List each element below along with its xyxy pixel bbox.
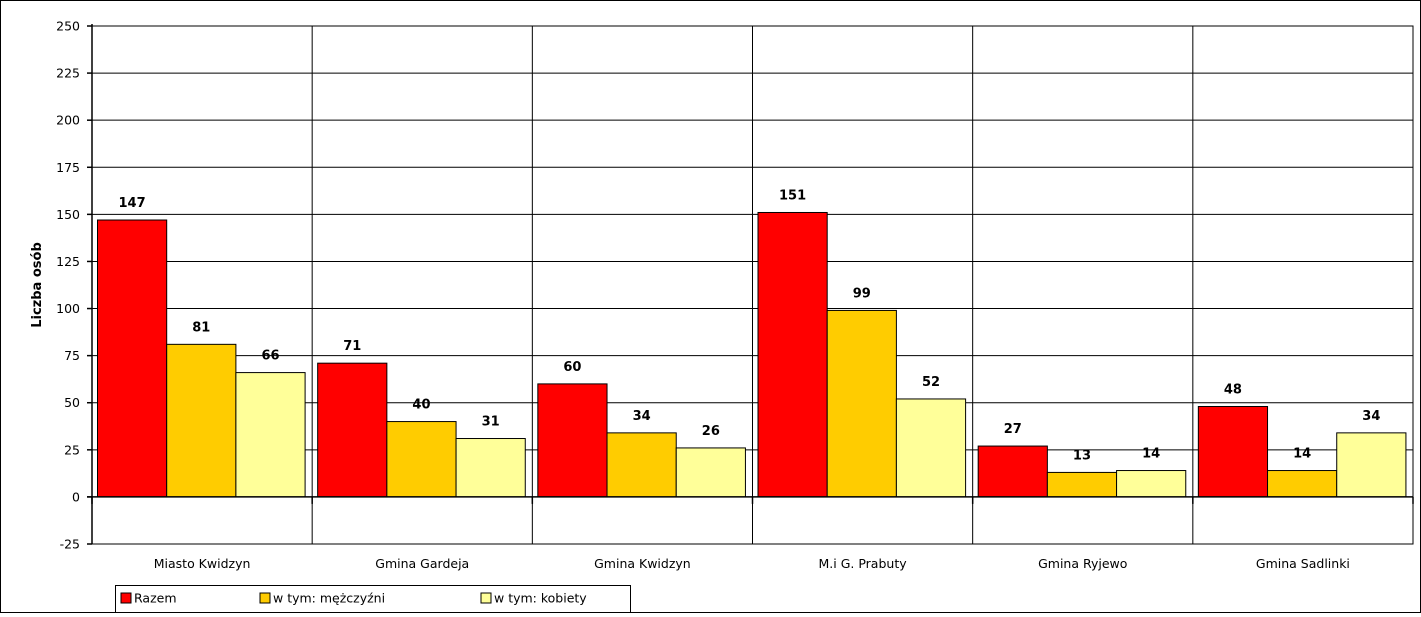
bar: [1046, 471, 1118, 498]
bar: [826, 309, 897, 498]
x-tick-label: Gmina Sadlinki: [1256, 556, 1350, 571]
bar: [1336, 432, 1407, 498]
y-tick-label: 50: [64, 395, 80, 410]
y-tick-label: 250: [56, 19, 80, 34]
data-label: 34: [633, 409, 651, 424]
y-tick-label: 100: [56, 301, 80, 316]
y-tick-label: 25: [64, 442, 80, 457]
legend-swatch: [120, 592, 132, 604]
vertical-gridlines: [311, 26, 1194, 544]
legend: Razem w tym: mężczyźni w tym: kobiety: [115, 585, 631, 613]
bar: [386, 421, 457, 498]
data-labels: 147 81 66 71 40 31 60 34 26 151 99 52 27 13 14 48 14 34: [119, 188, 1381, 463]
data-label: 40: [412, 398, 430, 413]
x-tick-label: Gmina Kwidzyn: [594, 556, 691, 571]
data-label: 34: [1362, 409, 1380, 424]
bar: [1116, 470, 1187, 498]
y-tick-label: 0: [72, 489, 80, 504]
bar: [675, 447, 746, 498]
data-label: 99: [853, 286, 871, 301]
data-label: 27: [1004, 422, 1022, 437]
x-axis: Miasto Kwidzyn Gmina Gardeja Gmina Kwidzyn…: [87, 496, 1414, 571]
y-tick-label: -25: [60, 537, 80, 552]
data-label: 26: [702, 424, 720, 439]
legend-swatch: [480, 592, 492, 604]
bars: [97, 211, 1407, 498]
legend-label: Razem: [134, 591, 177, 606]
data-label: 52: [922, 375, 940, 390]
data-label: 147: [119, 196, 146, 211]
bar: [606, 432, 677, 498]
bar: [317, 362, 388, 498]
y-tick-label: 75: [64, 348, 80, 363]
data-label: 48: [1224, 382, 1242, 397]
bar: [455, 438, 526, 498]
data-label: 71: [343, 339, 361, 354]
y-tick-label: 225: [56, 66, 80, 81]
legend-label: w tym: mężczyźni: [273, 591, 385, 606]
legend-box: [115, 585, 631, 613]
bar: [1197, 405, 1269, 498]
data-label: 14: [1293, 447, 1311, 462]
bar: [977, 445, 1048, 498]
y-axis: -25 0 25 50 75 100 125 150 175 200 225 250: [56, 19, 93, 552]
bar: [166, 343, 237, 498]
bar: [757, 211, 828, 498]
bar: [97, 219, 168, 498]
x-tick-label: Gmina Ryjewo: [1038, 556, 1127, 571]
data-label: 151: [779, 188, 806, 203]
y-tick-label: 200: [56, 113, 80, 128]
data-label: 81: [192, 320, 210, 335]
data-label: 31: [482, 415, 500, 430]
legend-label: w tym: kobiety: [494, 591, 587, 606]
bar: [1267, 470, 1338, 498]
bar: [537, 383, 608, 498]
legend-swatch: [259, 592, 271, 604]
bar: [895, 398, 967, 498]
data-label: 14: [1142, 447, 1160, 462]
data-label: 13: [1073, 448, 1091, 463]
bar: [235, 372, 306, 498]
y-tick-label: 175: [56, 160, 80, 175]
y-axis-title: Liczba osób: [30, 242, 45, 328]
x-tick-label: Gmina Gardeja: [375, 556, 469, 571]
x-tick-label: Miasto Kwidzyn: [154, 556, 251, 571]
x-tick-label: M.i G. Prabuty: [819, 556, 908, 571]
y-tick-label: 150: [56, 207, 80, 222]
data-label: 60: [563, 360, 581, 375]
data-label: 66: [261, 349, 279, 364]
y-tick-label: 125: [56, 254, 80, 269]
